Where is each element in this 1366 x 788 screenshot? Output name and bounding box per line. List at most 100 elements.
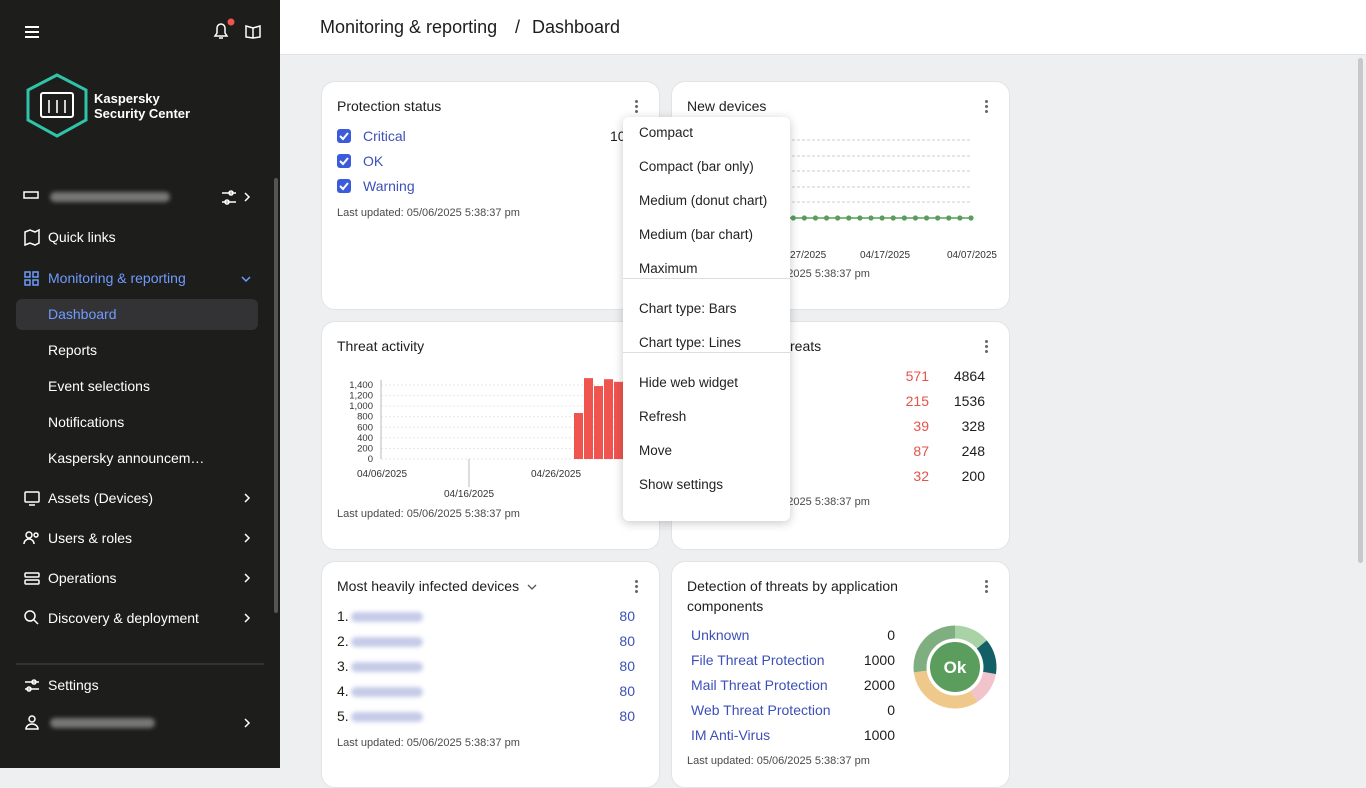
infection-count[interactable]: 80	[619, 633, 635, 649]
point	[901, 215, 907, 221]
component-name[interactable]: Unknown	[691, 627, 750, 643]
widget-menu[interactable]	[985, 100, 988, 103]
sidebar-scrollbar	[274, 178, 278, 613]
user-name	[50, 718, 155, 728]
point	[823, 215, 830, 221]
widget-title[interactable]: Most heavily infected devices	[337, 578, 520, 594]
device-name[interactable]	[351, 687, 423, 697]
checkbox[interactable]	[337, 179, 351, 193]
nav-item[interactable]: Operations	[48, 570, 117, 586]
menu-item[interactable]: Hide web widget	[639, 375, 739, 390]
widget-threat-activity: Threat activity 0 200 400 600 800 1,000 1,200 1…	[321, 321, 660, 550]
threat-count: 87	[913, 443, 929, 459]
infection-count[interactable]: 80	[619, 608, 635, 624]
threat-count: 215	[905, 393, 929, 409]
point	[846, 215, 852, 221]
last-updated: Last updated: 05/06/2025 5:38:37 pm	[687, 755, 870, 767]
component-count: 1000	[863, 652, 895, 668]
x-tick-label: 04/26/2025	[531, 469, 581, 480]
bar	[594, 386, 603, 459]
component-name[interactable]: Web Threat Protection	[691, 702, 831, 718]
y-tick-label: 600	[357, 422, 373, 433]
active-item-bg	[16, 299, 258, 330]
menu-item[interactable]: Maximum	[639, 261, 698, 276]
subnav-item[interactable]: Reports	[48, 342, 98, 358]
threat-count: 571	[905, 368, 929, 384]
checkbox[interactable]	[337, 154, 351, 168]
widget-title: New devices	[687, 98, 767, 114]
server-settings[interactable]	[222, 190, 251, 205]
status-label[interactable]: Critical	[363, 128, 406, 144]
menu-item[interactable]: Medium (donut chart)	[639, 193, 768, 208]
subnav-item[interactable]: Kaspersky announcem…	[48, 450, 205, 466]
menu-button[interactable]	[25, 26, 39, 38]
nav-item[interactable]: Users & roles	[48, 530, 133, 546]
point	[879, 215, 885, 221]
threat-count: 39	[913, 418, 929, 434]
device-name[interactable]	[351, 612, 423, 622]
server-icon	[23, 191, 39, 199]
infection-count[interactable]: 80	[619, 683, 635, 699]
menu-item[interactable]: Move	[639, 443, 673, 458]
component-name[interactable]: Mail Threat Protection	[691, 677, 828, 693]
nav-item[interactable]: Monitoring & reporting	[48, 270, 186, 286]
component-count: 0	[887, 702, 895, 718]
device-count: 200	[961, 468, 985, 484]
subnav-item[interactable]: Dashboard	[48, 306, 117, 322]
menu-item[interactable]: Chart type: Bars	[639, 301, 737, 316]
status-label[interactable]: OK	[363, 153, 384, 169]
point	[946, 215, 952, 221]
nav-item[interactable]: Discovery & deployment	[48, 610, 199, 626]
notifications-icon[interactable]	[213, 23, 229, 39]
widget-title: Detection of threats by application comp…	[687, 578, 898, 614]
subnav-item[interactable]: Notifications	[48, 414, 125, 430]
menu-item[interactable]: Refresh	[639, 409, 687, 424]
donut-chart: Ok	[913, 625, 997, 709]
checkbox[interactable]	[337, 129, 351, 143]
infection-count[interactable]: 80	[619, 708, 635, 724]
breadcrumb-parent[interactable]: Monitoring & reporting	[320, 17, 498, 37]
component-name[interactable]: File Threat Protection	[691, 652, 825, 668]
nav-item[interactable]: Assets (Devices)	[48, 490, 154, 506]
menu-item[interactable]: Show settings	[639, 477, 724, 492]
status-label[interactable]: Warning	[363, 178, 415, 194]
nav-item[interactable]: Settings	[48, 677, 99, 693]
rank: 2.	[337, 633, 349, 649]
title-dropdown[interactable]	[527, 582, 537, 592]
docs-icon[interactable]	[245, 25, 261, 39]
y-tick-label: 1,400	[349, 380, 373, 391]
context-menu: Compact Compact (bar only) Medium (donut c…	[623, 117, 790, 521]
device-count: 328	[961, 418, 985, 434]
widget-infected-devices: Most heavily infected devices Last updat…	[321, 561, 660, 788]
x-tick-label: 04/06/2025	[357, 469, 407, 480]
menu-item[interactable]: Chart type: Lines	[639, 335, 742, 350]
widget-menu[interactable]	[985, 580, 988, 583]
widget-menu[interactable]	[985, 340, 988, 343]
widget-menu[interactable]	[635, 100, 638, 103]
last-updated: Last updated: 05/06/2025 5:38:37 pm	[337, 207, 520, 219]
component-name[interactable]: IM Anti-Virus	[691, 727, 771, 743]
subnav-item[interactable]: Event selections	[48, 378, 150, 394]
rank: 4.	[337, 683, 349, 699]
device-name[interactable]	[351, 712, 423, 722]
device-name[interactable]	[351, 637, 423, 647]
device-count: 4864	[953, 368, 985, 384]
device-name[interactable]	[351, 662, 423, 672]
rank: 3.	[337, 658, 349, 674]
menu-item[interactable]: Medium (bar chart)	[639, 227, 754, 242]
point	[812, 215, 819, 221]
x-tick-label: 04/07/2025	[947, 250, 997, 261]
menu-item[interactable]: Compact	[639, 125, 694, 140]
point	[968, 215, 974, 221]
nav-item[interactable]: Quick links	[48, 229, 116, 245]
new-devices-chart: 27/2025 04/17/2025 04/07/2025	[768, 139, 997, 261]
widget-menu[interactable]	[635, 580, 638, 583]
point	[957, 215, 963, 221]
menu-item[interactable]: Compact (bar only)	[639, 159, 754, 174]
infection-count[interactable]: 80	[619, 658, 635, 674]
menu-separator	[623, 352, 790, 353]
notification-dot	[227, 18, 235, 26]
rank: 5.	[337, 708, 349, 724]
